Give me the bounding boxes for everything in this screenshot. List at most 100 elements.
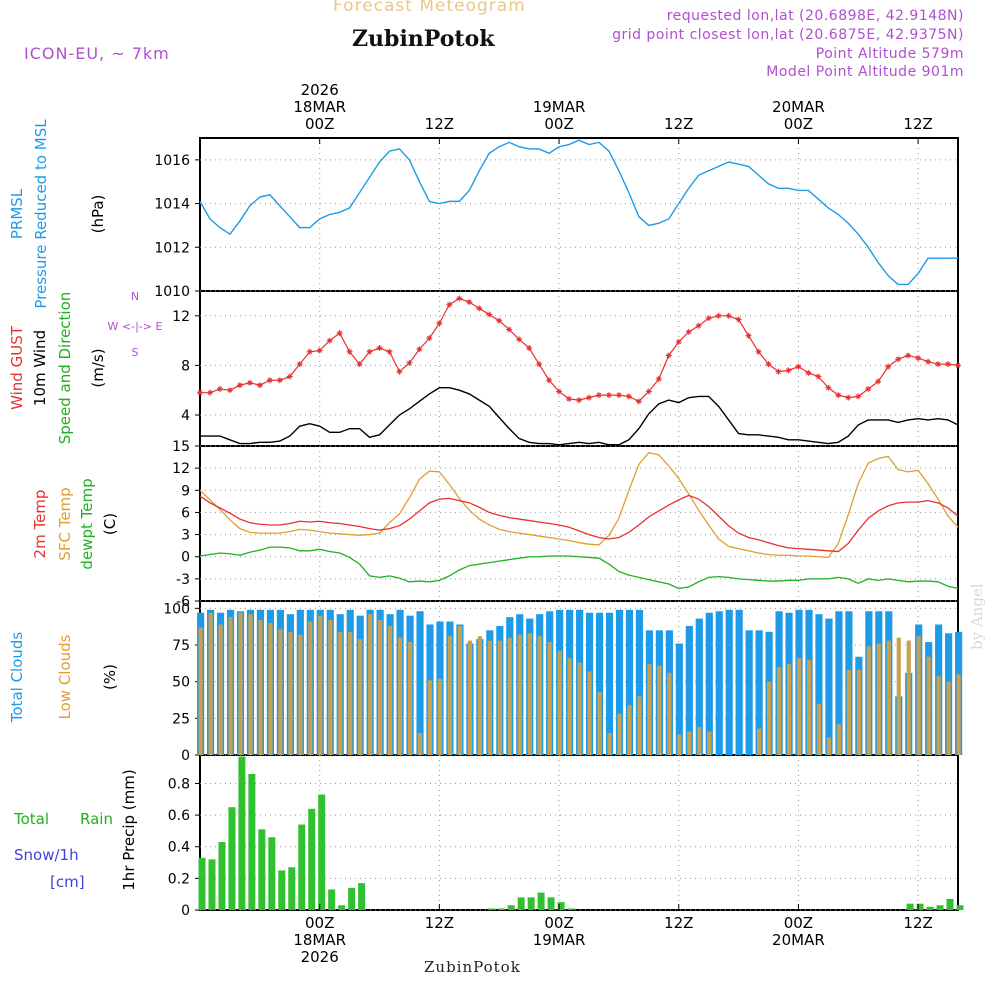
gust-point — [496, 317, 503, 324]
gust-point — [755, 348, 762, 355]
precip-bar — [487, 908, 495, 910]
low-cloud-bar — [437, 678, 443, 755]
low-cloud-bar — [358, 639, 363, 755]
gust-point — [556, 388, 563, 395]
low-cloud-bar — [447, 636, 453, 755]
precip-bar — [906, 903, 914, 910]
gust-point — [805, 369, 812, 376]
gust-point — [605, 392, 612, 399]
time-label-bottom: 00Z — [305, 914, 334, 932]
wind-speed-line — [200, 387, 959, 446]
precip-bar — [547, 897, 555, 910]
requested-coords: requested lon,lat (20.6898E, 42.9148N) — [666, 8, 964, 24]
label-pct: (%) — [101, 664, 119, 690]
model-altitude: Model Point Altitude 901m — [766, 64, 964, 80]
gust-point — [306, 348, 313, 355]
low-cloud-bar — [926, 656, 931, 755]
precip-bar — [517, 897, 525, 910]
low-cloud-bar — [487, 640, 492, 755]
gust-point — [286, 373, 293, 380]
total-cloud-bar — [625, 609, 634, 755]
precip-bar — [268, 837, 276, 910]
low-cloud-bar — [338, 631, 343, 755]
low-cloud-bar — [258, 620, 263, 755]
total-cloud-bar — [715, 611, 723, 755]
low-cloud-bar — [268, 623, 273, 755]
low-cloud-bar — [866, 646, 871, 755]
low-cloud-bar — [507, 637, 512, 755]
low-cloud-bar — [348, 631, 353, 755]
precip-bar — [348, 887, 356, 910]
label-precip-mm: 1hr Precip (mm) — [120, 769, 138, 890]
low-cloud-bar — [806, 659, 812, 755]
gust-point — [416, 346, 423, 353]
gust-point — [356, 361, 363, 368]
precip-bar — [946, 898, 954, 910]
gust-point — [625, 393, 632, 400]
gust-point — [925, 358, 932, 365]
gust-point — [426, 335, 433, 342]
y-tick-label: 0 — [181, 550, 190, 566]
dewpt-line — [199, 546, 959, 590]
low-cloud-bar — [697, 727, 702, 755]
low-cloud-bar — [816, 703, 822, 755]
low-cloud-bar — [607, 733, 612, 755]
low-cloud-bar — [786, 664, 792, 755]
y-tick-label: 1014 — [154, 197, 190, 213]
total-cloud-bar — [635, 609, 644, 755]
gust-point — [885, 363, 892, 370]
y-tick-label: 50 — [172, 675, 190, 691]
time-label-top: 2026 — [301, 81, 339, 99]
precip-bar — [567, 908, 575, 910]
gust-point — [585, 394, 592, 401]
low-cloud-bar — [567, 658, 572, 755]
y-tick-label: 0 — [181, 903, 190, 919]
low-cloud-bar — [757, 728, 762, 755]
y-tick-label: 15 — [172, 439, 190, 455]
low-cloud-bar — [557, 650, 562, 755]
low-cloud-bar — [617, 713, 622, 755]
panel-frame-pressure — [199, 137, 959, 292]
gust-point — [725, 312, 732, 319]
low-cloud-bar — [208, 612, 213, 755]
y-tick-label: 0.4 — [168, 840, 190, 856]
low-cloud-bar — [936, 675, 941, 755]
precip-bar — [288, 867, 296, 910]
y-tick-label: 0 — [181, 748, 190, 764]
low-cloud-bar — [527, 633, 532, 755]
total-cloud-bar — [725, 609, 733, 755]
y-tick-label: 75 — [172, 638, 190, 654]
closest-coords: grid point closest lon,lat (20.6875E, 42… — [612, 27, 964, 43]
time-label-bottom: 19MAR — [533, 931, 586, 949]
y-tick-label: 1012 — [154, 240, 190, 256]
total-cloud-bar — [835, 611, 843, 755]
gust-point — [516, 336, 523, 343]
gust-point — [506, 326, 513, 333]
precip-bar — [956, 905, 964, 910]
gust-point — [815, 373, 822, 380]
low-cloud-bar — [517, 634, 522, 755]
low-cloud-bar — [577, 662, 582, 755]
label-speed-direction: Speed and Direction — [56, 292, 74, 445]
precip-bar — [537, 892, 545, 910]
gust-point — [376, 345, 383, 352]
gust-point — [945, 361, 952, 368]
gust-point — [695, 322, 702, 329]
y-tick-label: 0.8 — [168, 776, 190, 792]
time-label-top: 00Z — [784, 115, 813, 133]
gust-point — [635, 398, 642, 405]
gust-point — [935, 361, 942, 368]
low-cloud-bar — [687, 731, 692, 755]
low-cloud-bar — [906, 640, 911, 755]
total-cloud-bar — [705, 612, 713, 755]
gust-point — [685, 328, 692, 335]
precip-bar — [557, 902, 565, 910]
low-cloud-bar — [308, 621, 313, 755]
low-cloud-bar — [677, 734, 682, 755]
low-cloud-bar — [547, 642, 552, 755]
gust-point — [406, 359, 413, 366]
low-cloud-bar — [278, 628, 283, 755]
gust-point — [546, 377, 553, 384]
chart-title: Forecast Meteogram — [333, 0, 526, 16]
time-label-bottom: 2026 — [301, 948, 339, 966]
